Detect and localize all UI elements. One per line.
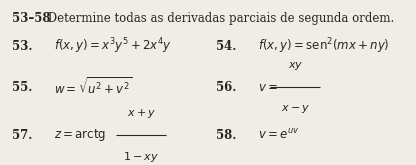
Text: $x - y$: $x - y$: [281, 103, 310, 115]
Text: $z = \mathrm{arctg}\,$: $z = \mathrm{arctg}\,$: [54, 127, 106, 143]
Text: 58.: 58.: [216, 129, 237, 142]
Text: $x + y$: $x + y$: [127, 107, 156, 120]
Text: 54.: 54.: [216, 40, 237, 53]
Text: $f(x, y) = \mathrm{sen}^2(mx + ny)$: $f(x, y) = \mathrm{sen}^2(mx + ny)$: [258, 36, 389, 56]
Text: $f(x, y) = x^3y^5 + 2x^4y$: $f(x, y) = x^3y^5 + 2x^4y$: [54, 36, 172, 56]
Text: 55.: 55.: [12, 81, 33, 94]
Text: 53.: 53.: [12, 40, 33, 53]
Text: 56.: 56.: [216, 81, 237, 94]
Text: Determine todas as derivadas parciais de segunda ordem.: Determine todas as derivadas parciais de…: [44, 12, 394, 25]
Text: $1 - xy$: $1 - xy$: [124, 150, 159, 164]
Text: 57.: 57.: [12, 129, 33, 142]
Text: $xy$: $xy$: [287, 60, 303, 72]
Text: $v = $: $v = $: [258, 81, 278, 94]
Text: $v = e^{uv}$: $v = e^{uv}$: [258, 128, 299, 142]
Text: 53–58: 53–58: [12, 12, 51, 25]
Text: $w = \sqrt{u^2 + v^2}$: $w = \sqrt{u^2 + v^2}$: [54, 77, 132, 98]
